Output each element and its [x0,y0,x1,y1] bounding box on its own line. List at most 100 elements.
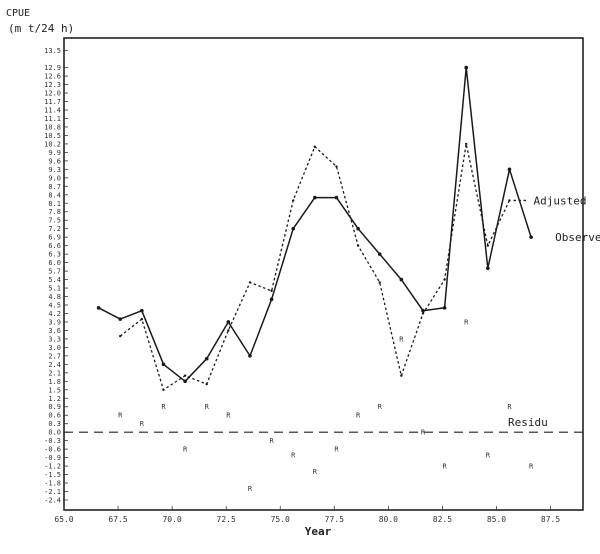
y-tick-label: 8.4 [48,191,61,199]
x-tick-label: 65.0 [54,515,73,524]
point-observed [334,195,339,200]
y-tick-label: 6.0 [48,259,61,267]
point-adjusted [205,382,208,386]
residual-marker: R [226,412,231,420]
y-tick-label: -2.1 [44,488,61,496]
residual-marker: R [269,437,274,445]
legend-label-adjusted: Adjusted [533,194,586,207]
y-tick-label: 12.3 [44,81,61,89]
legend-label-residu: Residu [508,416,548,429]
point-adjusted [119,334,122,338]
x-tick-label: 67.5 [108,515,127,524]
y-tick-label: 6.9 [48,234,61,242]
point-adjusted [183,374,187,377]
x-tick-label: 82.5 [433,515,452,524]
point-observed [421,308,425,313]
residual-marker: R [442,463,447,471]
residual-marker: R [313,468,318,476]
y-tick-label: 13.5 [44,47,61,55]
point-adjusted [378,281,381,284]
series-line-observed [98,66,532,383]
y-tick-label: 9.9 [48,149,61,157]
y-axis-title: CPUE [6,8,30,19]
y-tick-label: -0.9 [44,454,61,462]
y-axis-unit: (m t/24 h) [8,22,74,35]
residual-marker: R [140,420,145,428]
y-tick-label: 11.4 [44,107,61,115]
residual-marker: R [118,412,123,420]
y-tick-label: -2.4 [44,497,61,505]
point-adjusted [421,312,425,315]
point-observed [313,195,317,200]
residual-marker: R [507,403,512,411]
point-observed [248,354,252,358]
residual-marker: R [356,412,361,420]
point-observed [399,277,404,282]
y-tick-label: 9.0 [48,174,61,182]
y-tick-label: 0.6 [48,412,61,420]
y-tick-label: 6.6 [48,242,61,250]
plot-frame [63,37,584,511]
y-tick-label: 8.7 [48,183,61,191]
y-tick-label: 1.5 [48,386,61,394]
x-tick-label: 75.0 [271,515,290,524]
y-tick-label: 11.1 [44,115,61,123]
point-adjusted [335,165,338,168]
point-adjusted [248,281,252,284]
residual-marker: R [161,403,166,411]
y-tick-label: 0.3 [48,420,61,428]
point-observed [183,379,187,384]
point-observed [507,167,512,172]
point-observed [529,235,533,239]
y-tick-label: 11.7 [44,98,61,106]
point-observed [486,266,490,271]
point-adjusted [313,145,317,148]
point-observed [377,252,382,256]
y-tick-label: 8.1 [48,200,61,208]
y-tick-label: 5.7 [48,268,61,276]
y-tick-label: 1.8 [48,378,61,386]
y-tick-label: 0.0 [48,429,61,437]
residual-marker: R [334,446,339,454]
residual-marker: R [183,446,188,454]
point-observed [161,362,166,367]
residual-marker: R [378,403,383,411]
residual-marker: R [205,403,210,411]
y-tick-label: 10.5 [44,132,61,140]
y-tick-label: 3.6 [48,327,61,335]
y-tick-label: 5.1 [48,285,61,293]
point-observed [464,65,469,70]
y-tick-label: 4.2 [48,310,61,318]
y-tick-label: 3.9 [48,318,61,326]
point-observed [96,306,101,310]
point-adjusted [400,374,403,377]
x-axis-title: Year [305,525,332,538]
y-tick-label: 5.4 [48,276,61,284]
point-adjusted [162,388,165,391]
x-tick-label: 85.0 [487,515,506,524]
y-tick-label: 3.0 [48,344,61,352]
point-adjusted [356,244,360,247]
y-tick-label: 1.2 [48,395,61,403]
residual-marker: R [486,451,491,459]
point-adjusted [486,244,490,247]
y-tick-label: 12.0 [44,90,61,98]
y-tick-label: 10.8 [44,123,61,131]
y-tick-label: 7.8 [48,208,61,216]
y-tick-label: 12.6 [44,73,61,81]
y-tick-label: 10.2 [44,140,61,148]
x-tick-label: 80.0 [379,515,398,524]
point-observed [118,317,123,321]
point-observed [442,306,447,310]
point-adjusted [292,199,295,202]
point-observed [356,226,360,231]
y-tick-label: 2.7 [48,352,61,360]
legend-label-observed: Observed [555,231,600,244]
y-tick-label: 12.9 [44,64,61,72]
y-tick-label: 2.4 [48,361,61,369]
y-tick-label: 7.5 [48,217,61,225]
residual-marker: R [529,463,534,471]
y-tick-label: 0.9 [48,403,61,411]
point-adjusted [270,289,273,293]
